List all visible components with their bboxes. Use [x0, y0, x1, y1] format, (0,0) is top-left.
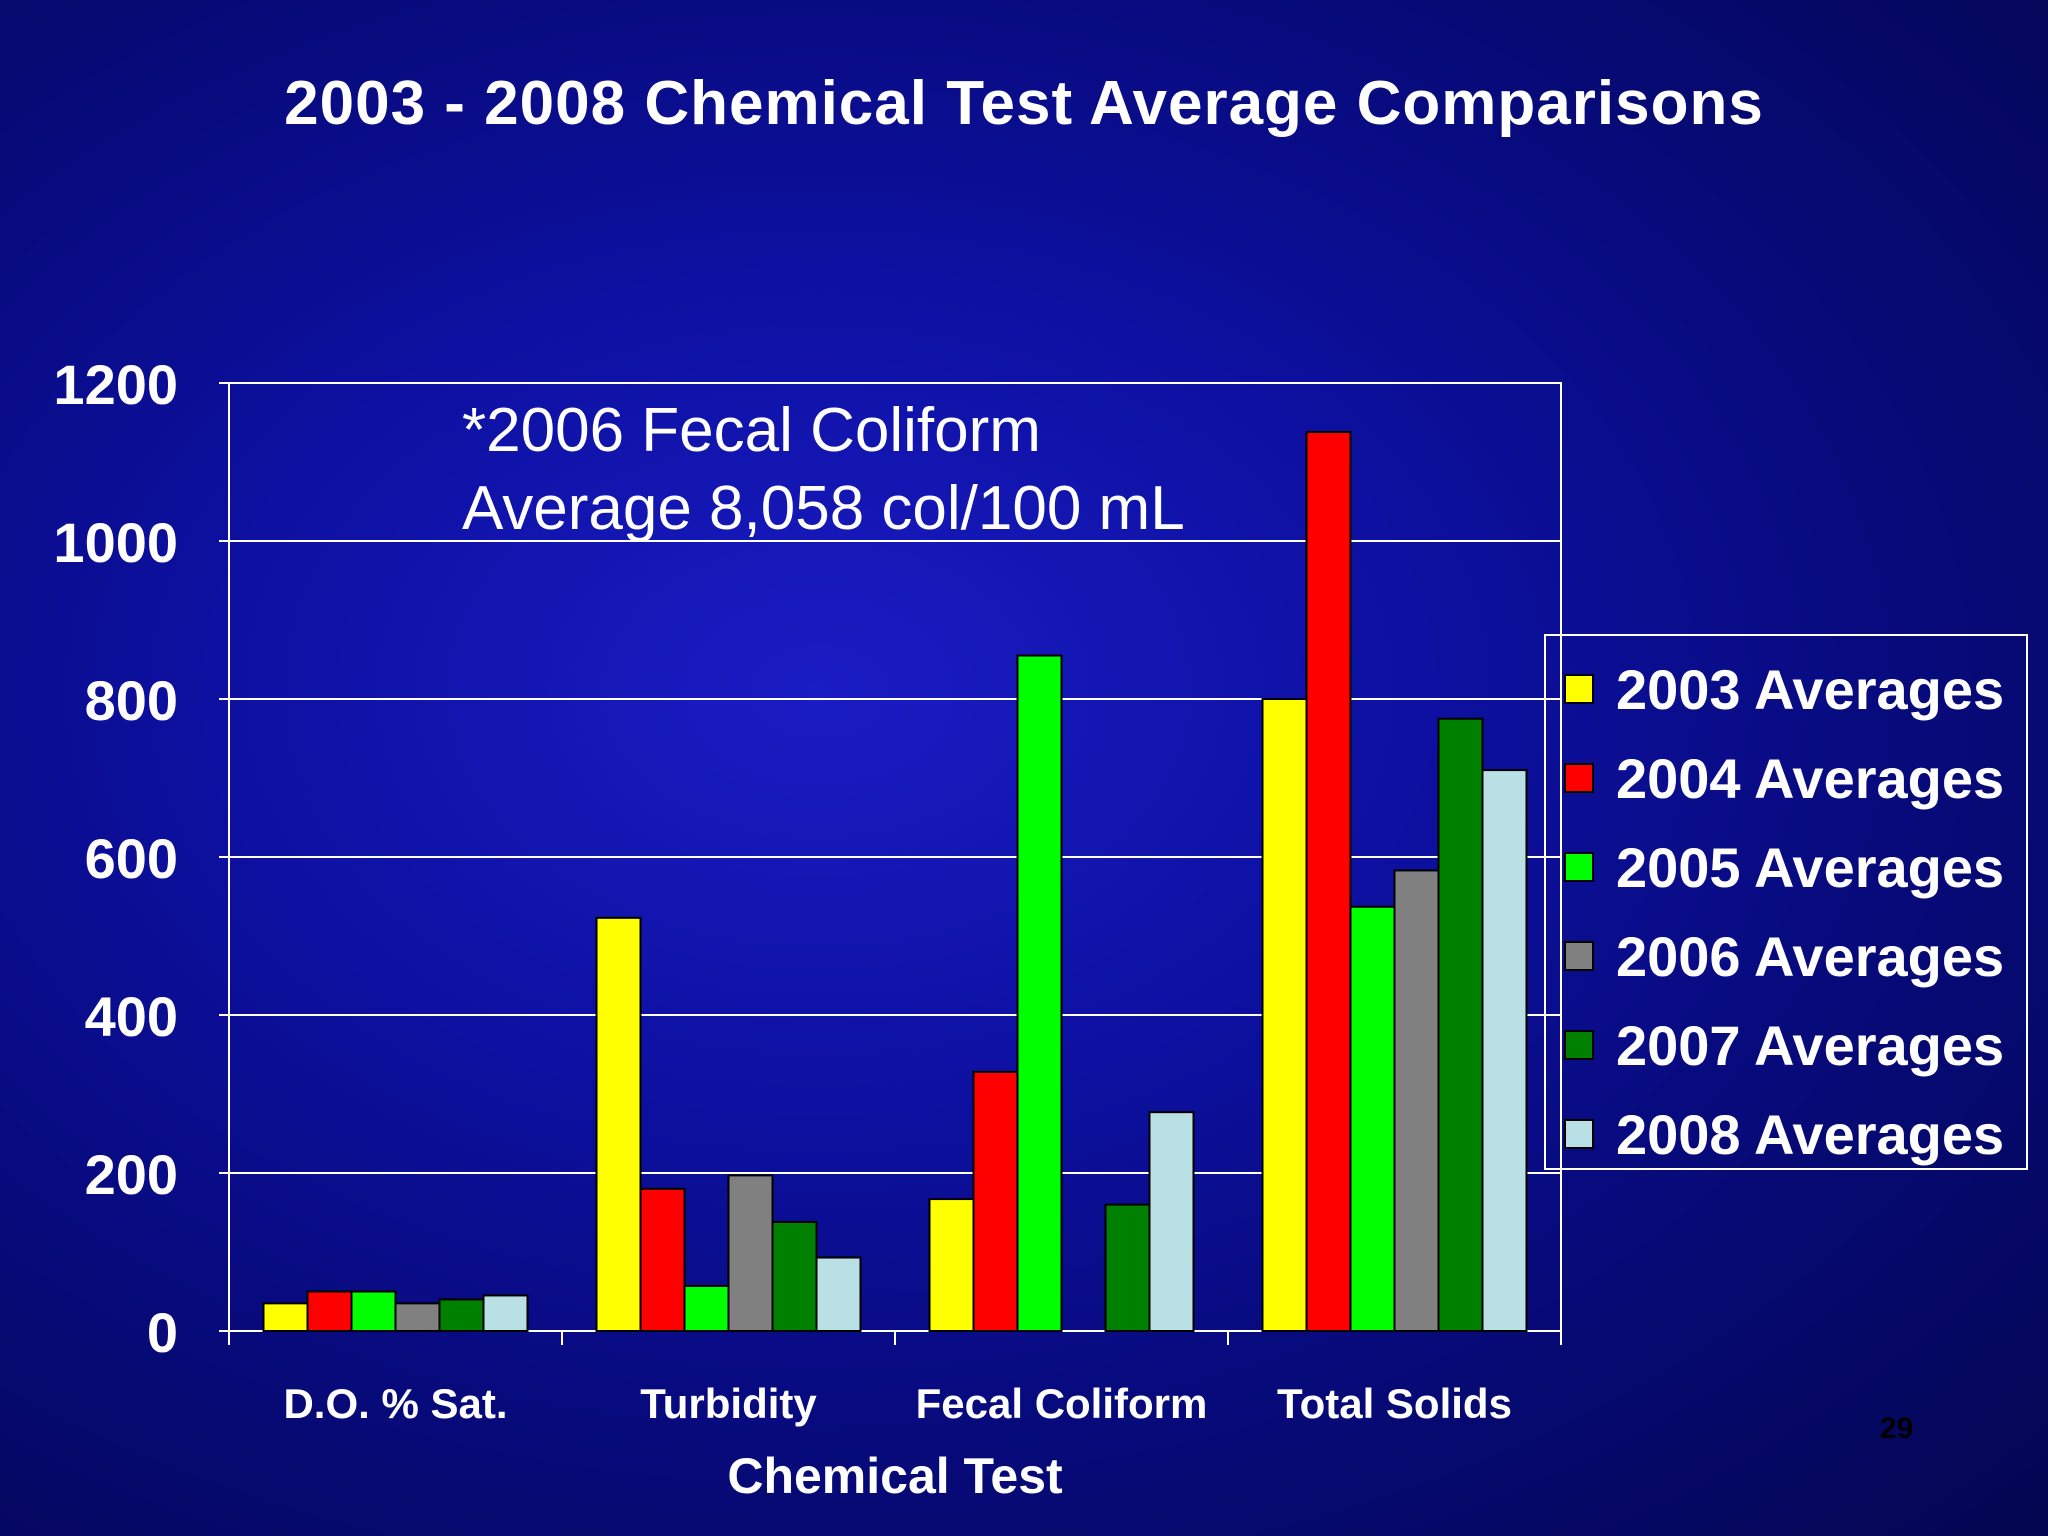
chart-legend: 2003 Averages 2004 Averages 2005 Average…	[1544, 634, 2028, 1170]
bar	[1148, 1111, 1195, 1333]
legend-item: 2006 Averages	[1564, 921, 2004, 991]
legend-swatch	[1564, 1119, 1594, 1149]
x-tick-label: Turbidity	[640, 1380, 817, 1427]
bar	[1349, 905, 1396, 1333]
bar	[1104, 1203, 1151, 1332]
legend-item: 2004 Averages	[1564, 743, 2004, 813]
legend-item: 2008 Averages	[1564, 1099, 2004, 1169]
bar	[438, 1298, 485, 1333]
bar	[815, 1256, 862, 1333]
legend-swatch	[1564, 852, 1594, 882]
y-tick-label: 1000	[53, 511, 178, 574]
bar	[639, 1187, 686, 1333]
bar	[727, 1174, 774, 1332]
x-tick-label: Fecal Coliform	[916, 1380, 1208, 1427]
legend-label: 2003 Averages	[1616, 657, 2005, 721]
bar	[1481, 769, 1528, 1332]
bar	[1261, 698, 1308, 1332]
bar	[928, 1198, 975, 1332]
x-axis-title: Chemical Test	[727, 1448, 1063, 1504]
legend-item: 2005 Averages	[1564, 832, 2004, 902]
y-tick-label: 600	[85, 827, 178, 890]
bar	[1016, 654, 1063, 1332]
legend-label: 2004 Averages	[1616, 746, 2005, 810]
y-tick-label: 400	[85, 985, 178, 1048]
slide-number: 29	[1880, 1412, 1914, 1445]
bar	[972, 1070, 1019, 1332]
bar	[394, 1302, 441, 1332]
legend-swatch	[1564, 674, 1594, 704]
bar	[350, 1290, 397, 1332]
bar	[771, 1220, 818, 1332]
legend-label: 2007 Averages	[1616, 1013, 2005, 1077]
bar	[1437, 717, 1484, 1332]
x-tick-label: Total Solids	[1277, 1380, 1512, 1427]
bar	[683, 1284, 730, 1332]
annotation-line-2: Average 8,058 col/100 mL	[462, 474, 1185, 543]
legend-label: 2005 Averages	[1616, 835, 2005, 899]
legend-item: 2007 Averages	[1564, 1010, 2004, 1080]
legend-swatch	[1564, 1030, 1594, 1060]
legend-label: 2008 Averages	[1616, 1102, 2005, 1166]
y-tick-label: 200	[85, 1143, 178, 1206]
legend-swatch	[1564, 941, 1594, 971]
bar	[1393, 869, 1440, 1332]
y-tick-label: 800	[85, 669, 178, 732]
y-tick-label: 0	[147, 1301, 178, 1364]
legend-label: 2006 Averages	[1616, 924, 2005, 988]
bar	[262, 1302, 309, 1332]
bar	[306, 1290, 353, 1332]
chart-annotation: *2006 Fecal Coliform Average 8,058 col/1…	[462, 392, 1185, 548]
y-tick-label: 1200	[53, 353, 178, 416]
bar	[595, 916, 642, 1333]
annotation-line-1: *2006 Fecal Coliform	[462, 396, 1041, 465]
bar	[1305, 430, 1352, 1333]
x-tick-label: D.O. % Sat.	[283, 1380, 507, 1427]
chart-title: 2003 - 2008 Chemical Test Average Compar…	[284, 69, 1764, 138]
legend-swatch	[1564, 763, 1594, 793]
legend-item: 2003 Averages	[1564, 654, 2004, 724]
bar	[482, 1294, 529, 1332]
